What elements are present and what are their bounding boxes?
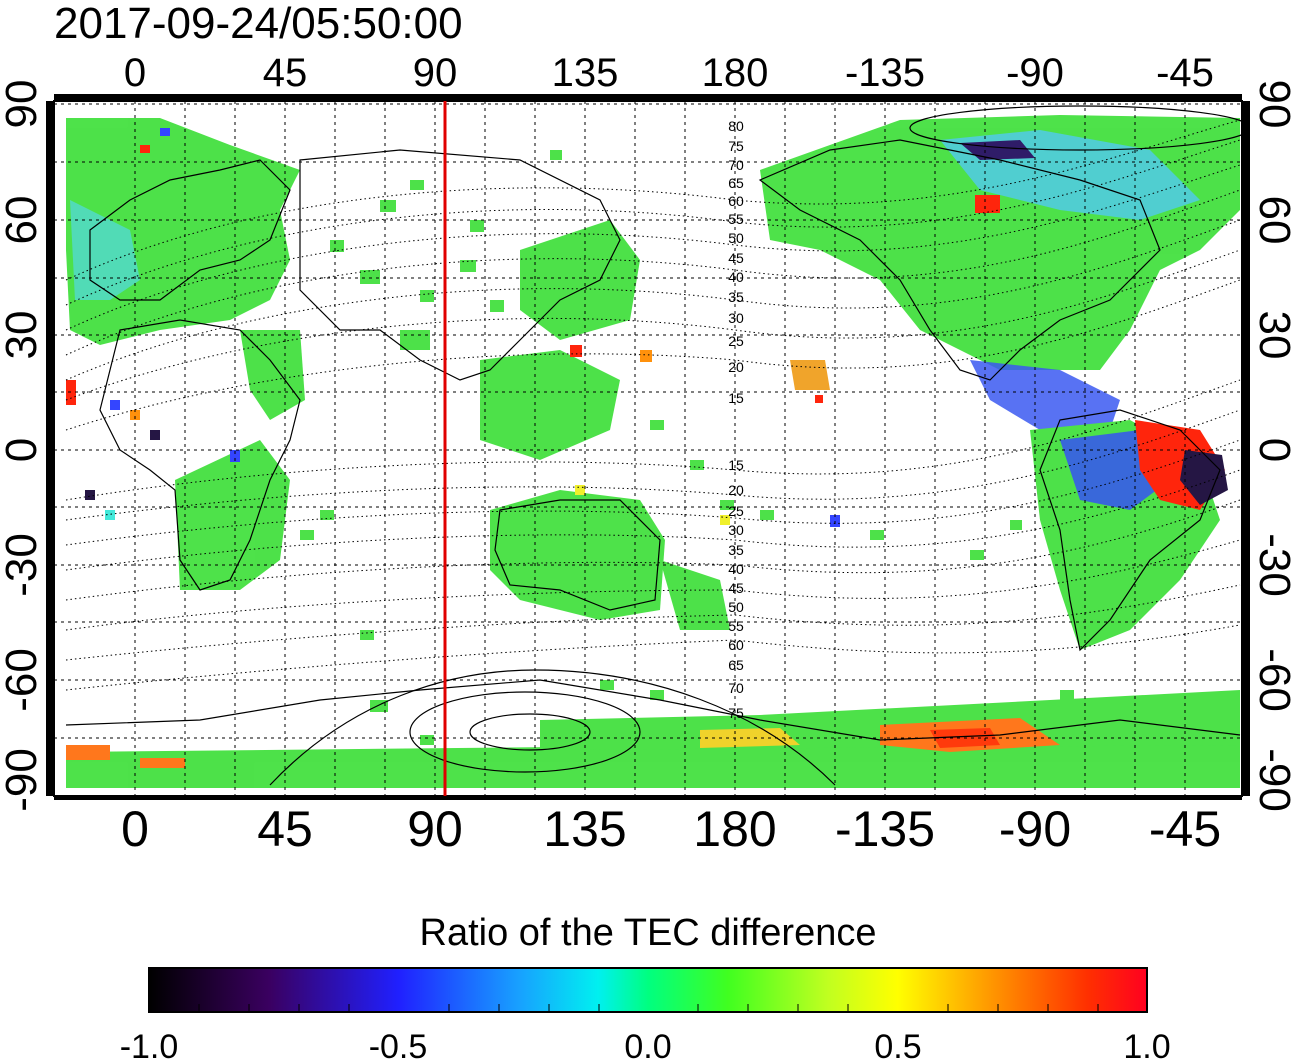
left-lat-label: 90 (0, 80, 46, 129)
right-lat-label: 0 (1250, 438, 1296, 462)
bottom-lon-label: 0 (121, 801, 149, 857)
colorbar (148, 967, 1148, 1013)
colorbar-ticks (198, 1004, 1099, 1012)
top-lon-label: -90 (1006, 51, 1064, 95)
bottom-lon-label: 135 (543, 801, 626, 857)
contour-label-n25: 25 (728, 333, 744, 349)
contour-label-s30: 30 (728, 522, 744, 538)
tec-region-nz (660, 560, 730, 630)
tec-region-europe-cyan (70, 200, 140, 300)
colorbar-title: Ratio of the TEC difference (420, 912, 877, 954)
contour-label-n45: 45 (728, 250, 744, 266)
bottom-lon-label: 180 (693, 801, 776, 857)
contour-label-s60: 60 (728, 637, 744, 653)
top-lon-label: -45 (1156, 51, 1214, 95)
coastlines (65, 139, 1241, 741)
contour-label-n20: 20 (728, 359, 744, 375)
coast-europe (89, 159, 291, 301)
bottom-lon-label: 90 (407, 801, 463, 857)
colorbar-tick-label: 0.5 (874, 1028, 921, 1064)
contour-label-s55: 55 (728, 618, 744, 634)
axis-ticks (46, 94, 1250, 800)
right-lat-labels: 90 60 30 0 -30 -60 -90 (1250, 80, 1296, 812)
top-lon-label: 45 (263, 51, 308, 95)
contour-label-s20: 20 (728, 482, 744, 498)
contour-label-s35: 35 (728, 542, 744, 558)
magnetic-pole-contours (269, 105, 1242, 786)
right-lat-label: -30 (1250, 533, 1296, 597)
tec-region-antarctic-left-orange-2 (140, 758, 185, 768)
coast-north-america (758, 139, 1161, 381)
contour-label-s15: 15 (728, 457, 744, 473)
bottom-lon-label: -135 (835, 801, 935, 857)
tec-region-arctic-dark (960, 140, 1035, 160)
coast-south-america (1039, 409, 1221, 652)
left-lat-label: -60 (0, 648, 46, 712)
left-lat-label: -30 (0, 533, 46, 597)
top-lon-label: 135 (552, 51, 619, 95)
right-lat-label: 30 (1250, 311, 1296, 360)
tec-region-east-africa (240, 330, 305, 420)
contour-label-n65: 65 (728, 175, 744, 191)
top-lon-label: -135 (845, 51, 925, 95)
left-lat-label: -90 (0, 748, 46, 812)
colorbar-tick-label: -0.5 (369, 1028, 428, 1064)
tec-region-brazil-dark (1180, 450, 1228, 505)
contour-label-n15: 15 (728, 390, 744, 406)
contour-label-n75: 75 (728, 138, 744, 154)
left-lat-label: 60 (0, 196, 46, 245)
right-lat-label: -60 (1250, 648, 1296, 712)
contour-label-n55: 55 (728, 211, 744, 227)
contour-label-n70: 70 (728, 157, 744, 173)
contour-label-s45: 45 (728, 580, 744, 596)
bottom-lon-label: -90 (999, 801, 1071, 857)
bottom-lon-label: -45 (1149, 801, 1221, 857)
top-lon-label: 180 (702, 51, 769, 95)
tec-region-hawaii (790, 360, 830, 390)
tec-region-africa (175, 440, 290, 590)
top-lon-labels: 0 45 90 135 180 -135 -90 -45 (124, 51, 1214, 95)
right-lat-label: 60 (1250, 196, 1296, 245)
contour-labels: 80 75 70 65 60 55 50 45 40 35 30 25 20 1… (728, 118, 744, 721)
colorbar-tick-labels: -1.0 -0.5 0.0 0.5 1.0 (120, 1028, 1171, 1064)
coast-asia (299, 149, 621, 381)
map-content (54, 101, 1242, 796)
colorbar-tick-label: 0.0 (624, 1028, 671, 1064)
contour-label-s65: 65 (728, 657, 744, 673)
contour-label-n50: 50 (728, 230, 744, 246)
contour-label-s75: 75 (728, 705, 744, 721)
tec-region-central-america (970, 360, 1120, 430)
tec-region-antarctic-left-orange (66, 745, 110, 760)
top-lon-label: 0 (124, 51, 146, 95)
left-lat-label: 0 (0, 438, 46, 462)
right-lat-label: -90 (1250, 748, 1296, 812)
map-title: 2017-09-24/05:50:00 (54, 0, 463, 48)
coast-antarctica (65, 679, 1241, 741)
contour-label-s40: 40 (728, 561, 744, 577)
contour-label-s50: 50 (728, 599, 744, 615)
bottom-lon-label: 45 (257, 801, 313, 857)
left-lat-labels: 90 60 30 0 -30 -60 -90 (0, 80, 46, 812)
colorbar-tick-label: -1.0 (120, 1028, 179, 1064)
contour-label-n35: 35 (728, 289, 744, 305)
contour-label-n30: 30 (728, 310, 744, 326)
magnetic-contours (65, 119, 1241, 691)
tec-scatter-cells (200, 150, 1074, 745)
contour-label-n80: 80 (728, 118, 744, 134)
colorbar-tick-label: 1.0 (1123, 1028, 1170, 1064)
tec-region-antarctic (66, 740, 1240, 788)
graticule (54, 101, 1242, 796)
coast-australia (494, 499, 661, 611)
bottom-lon-labels: 0 45 90 135 180 -135 -90 -45 (121, 801, 1221, 857)
contour-label-n40: 40 (728, 269, 744, 285)
contour-label-s25: 25 (728, 503, 744, 519)
left-lat-label: 30 (0, 311, 46, 360)
top-lon-label: 90 (413, 51, 458, 95)
contour-label-n60: 60 (728, 193, 744, 209)
contour-label-s70: 70 (728, 680, 744, 696)
right-lat-label: 90 (1250, 80, 1296, 129)
